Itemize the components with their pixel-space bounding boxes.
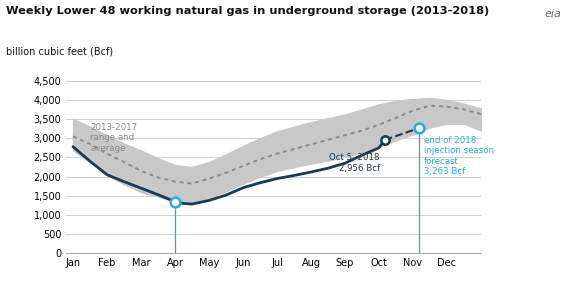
Text: eia: eia	[545, 9, 562, 19]
Text: billion cubic feet (Bcf): billion cubic feet (Bcf)	[6, 46, 113, 56]
Text: end of 2018
injection season
forecast
3,263 Bcf: end of 2018 injection season forecast 3,…	[424, 136, 494, 176]
Text: 2013-2017
range and
average: 2013-2017 range and average	[90, 123, 137, 153]
Text: Weekly Lower 48 working natural gas in underground storage (2013-2018): Weekly Lower 48 working natural gas in u…	[6, 6, 489, 16]
Text: Oct 5, 2018
2,956 Bcf: Oct 5, 2018 2,956 Bcf	[329, 154, 380, 173]
